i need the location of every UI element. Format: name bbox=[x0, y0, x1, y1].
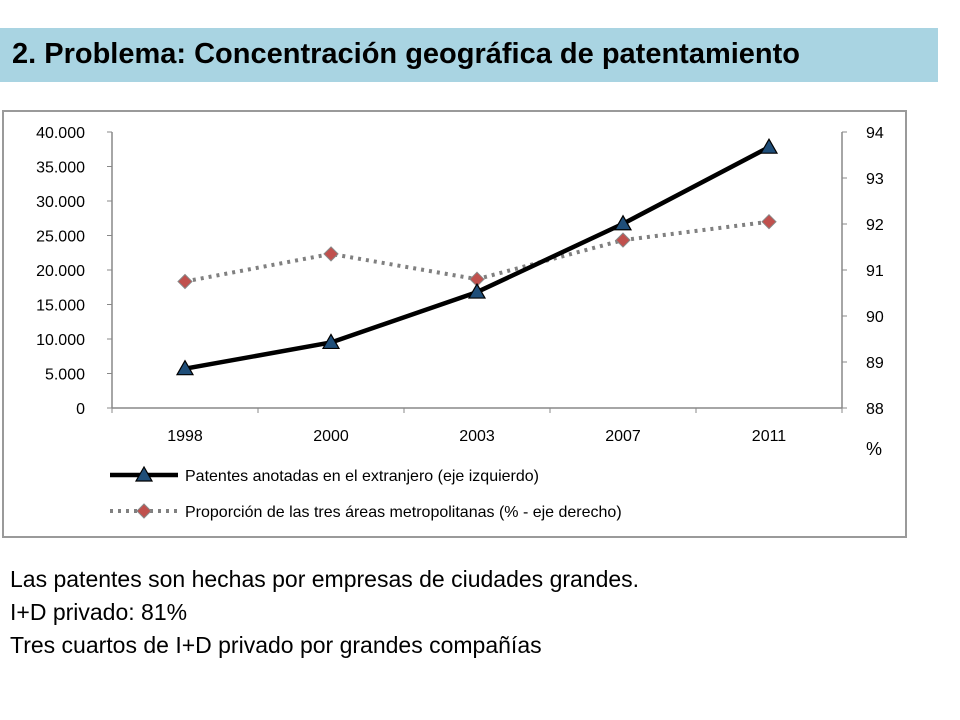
legend-marker-patentes bbox=[134, 465, 154, 482]
title-bar: 2. Problema: Concentración geográfica de… bbox=[0, 28, 938, 82]
right-axis-tick-label: 92 bbox=[866, 217, 884, 234]
data-point-patentes bbox=[613, 214, 633, 231]
right-axis-unit-label: % bbox=[866, 439, 882, 459]
body-line-2: I+D privado: 81% bbox=[10, 599, 188, 625]
series-line-patentes bbox=[184, 145, 771, 371]
x-axis-tick-label: 2011 bbox=[752, 428, 787, 445]
left-axis-tick-label: 20.000 bbox=[36, 263, 85, 280]
x-axis-tick-label: 2000 bbox=[313, 428, 349, 445]
left-axis-tick-label: 25.000 bbox=[36, 229, 85, 246]
x-axis-tick-label: 2003 bbox=[459, 428, 495, 445]
body-line-3: Tres cuartos de I+D privado por grandes … bbox=[10, 632, 542, 658]
left-axis-tick-label: 30.000 bbox=[36, 194, 85, 211]
legend-label-proporcion: Proporción de las tres áreas metropolita… bbox=[185, 504, 622, 521]
x-axis-tick-label: 1998 bbox=[167, 428, 203, 445]
right-axis-tick-label: 88 bbox=[866, 401, 884, 418]
right-axis-tick-label: 90 bbox=[866, 309, 884, 326]
page-title: 2. Problema: Concentración geográfica de… bbox=[12, 38, 800, 70]
data-point-proporcion bbox=[615, 232, 631, 248]
right-axis-tick-label: 89 bbox=[866, 355, 884, 372]
left-axis-tick-label: 10.000 bbox=[36, 332, 85, 349]
right-axis-tick-label: 91 bbox=[866, 263, 884, 280]
legend-marker-proporcion bbox=[136, 503, 152, 519]
body-line-1: Las patentes son hechas por empresas de … bbox=[10, 566, 640, 592]
x-axis-tick-label: 2007 bbox=[605, 428, 641, 445]
left-axis-tick-label: 35.000 bbox=[36, 160, 85, 177]
left-axis-tick-label: 15.000 bbox=[36, 298, 85, 315]
data-point-patentes bbox=[175, 359, 195, 376]
data-point-patentes bbox=[759, 137, 779, 154]
data-point-proporcion bbox=[761, 213, 777, 230]
body-text: Las patentes son hechas por empresas de … bbox=[10, 563, 639, 662]
data-point-patentes bbox=[467, 282, 487, 299]
data-point-proporcion bbox=[323, 246, 339, 262]
data-point-proporcion bbox=[177, 273, 193, 290]
data-point-patentes bbox=[321, 333, 341, 350]
left-axis-tick-label: 0 bbox=[76, 401, 85, 418]
right-axis-tick-label: 94 bbox=[866, 125, 884, 142]
left-axis-tick-label: 40.000 bbox=[36, 125, 85, 142]
chart-frame bbox=[2, 110, 907, 538]
legend-label-patentes: Patentes anotadas en el extranjero (eje … bbox=[185, 468, 539, 485]
right-axis-tick-label: 93 bbox=[866, 171, 884, 188]
left-axis-tick-label: 5.000 bbox=[45, 367, 85, 384]
